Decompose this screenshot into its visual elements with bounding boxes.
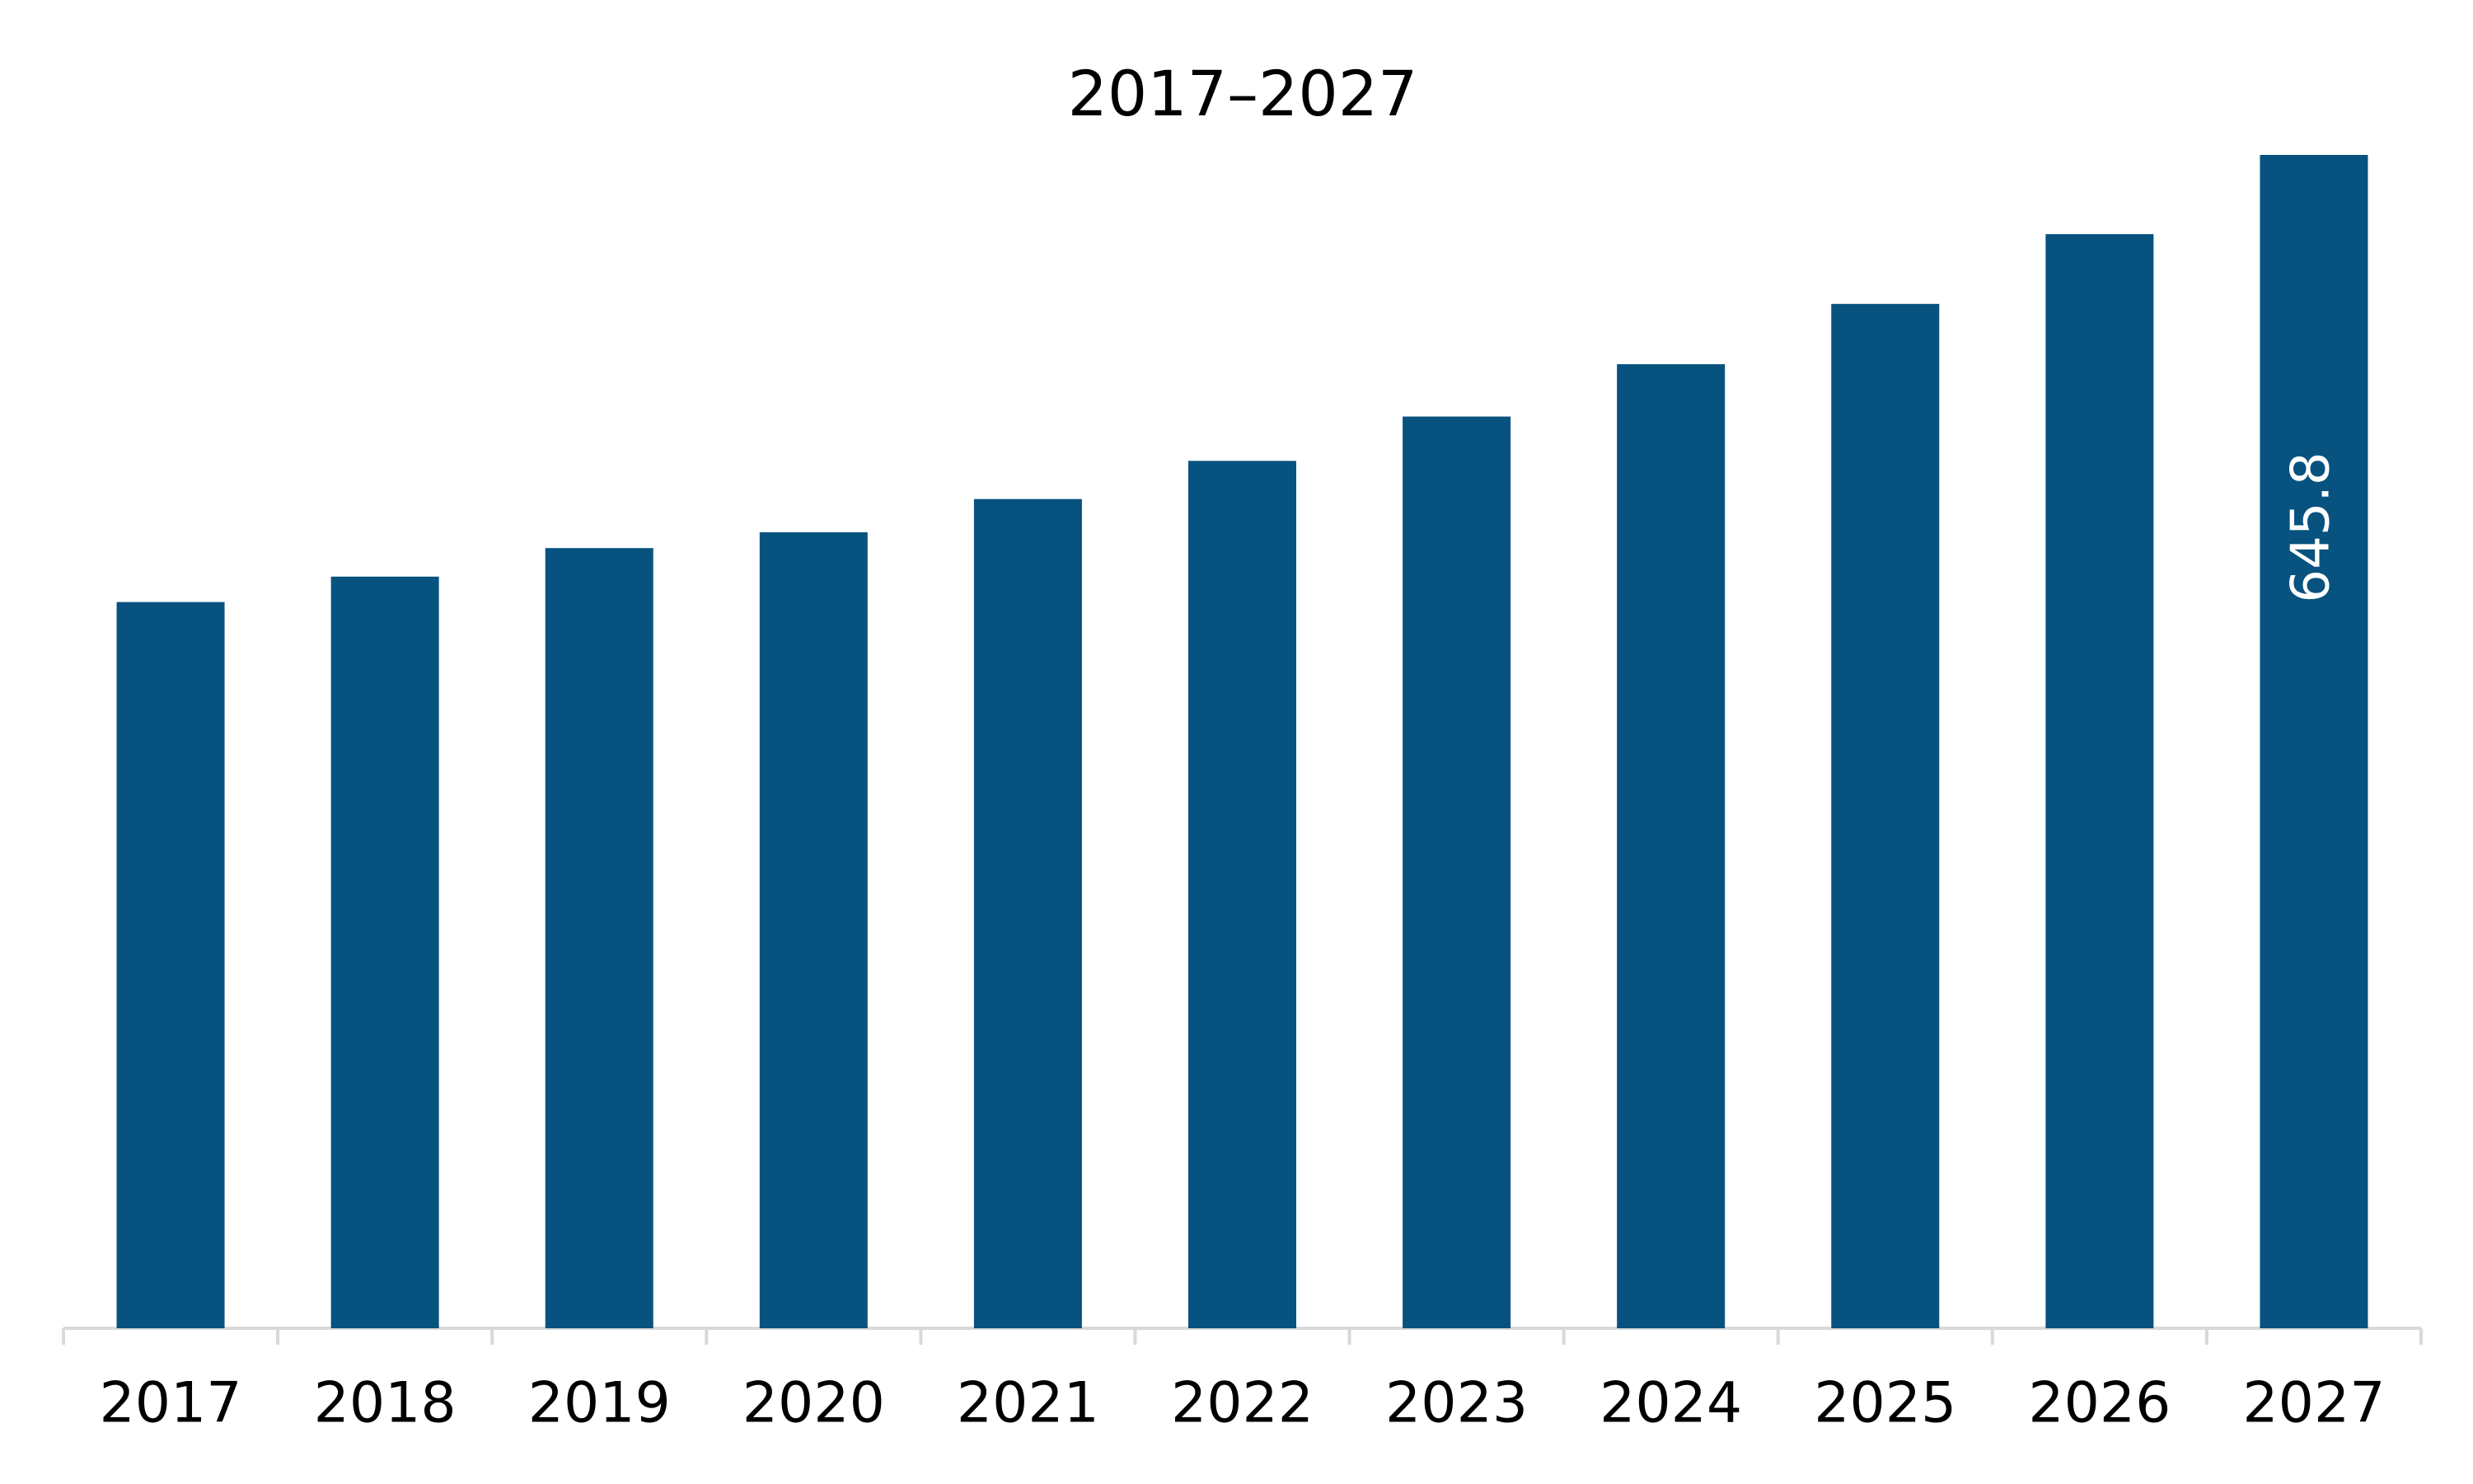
x-tick-label: 2017 xyxy=(100,1371,242,1436)
x-tick-label: 2026 xyxy=(2028,1371,2171,1436)
bar xyxy=(1831,303,1940,1328)
x-tick-label: 2018 xyxy=(314,1371,457,1436)
bar xyxy=(116,602,225,1328)
bar xyxy=(759,531,868,1328)
x-tick-label: 2021 xyxy=(957,1371,1099,1436)
x-tick-label: 2027 xyxy=(2242,1371,2385,1436)
x-tick-label: 2020 xyxy=(742,1371,885,1436)
x-tick-label: 2025 xyxy=(1814,1371,1956,1436)
bar xyxy=(973,499,1082,1328)
bar xyxy=(2045,234,2154,1329)
bar xyxy=(1188,461,1296,1328)
x-tick-label: 2019 xyxy=(528,1371,671,1436)
chart-title: 2017–2027 xyxy=(1068,57,1418,130)
bar xyxy=(330,576,439,1328)
x-tick-label: 2023 xyxy=(1385,1371,1528,1436)
bar xyxy=(1403,416,1511,1328)
bar xyxy=(545,548,653,1328)
x-tick-label: 2024 xyxy=(1599,1371,1742,1436)
value-label: 645.8 xyxy=(2281,452,2342,602)
bar xyxy=(2260,155,2368,1328)
bar xyxy=(1617,364,1726,1329)
x-tick-label: 2022 xyxy=(1171,1371,1314,1436)
